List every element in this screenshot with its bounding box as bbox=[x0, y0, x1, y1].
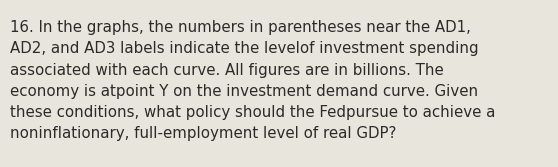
Text: 16. In the graphs, the numbers in parentheses near the AD1,
AD2, and AD3 labels : 16. In the graphs, the numbers in parent… bbox=[10, 20, 496, 141]
